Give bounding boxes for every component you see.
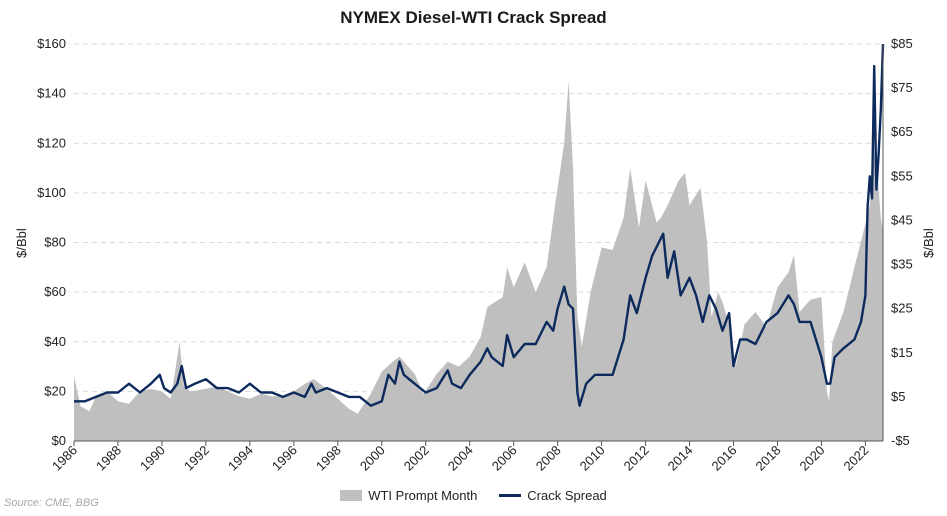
y-right-tick-label: $25 [891,301,913,316]
x-tick-label: 1998 [313,443,344,474]
y-left-tick-label: $80 [44,235,66,250]
y-right-tick-label: $55 [891,168,913,183]
x-tick-label: 2016 [709,443,740,474]
x-tick-label: 2004 [445,443,476,474]
y-left-tick-label: $60 [44,284,66,299]
x-tick-label: 2018 [753,443,784,474]
legend-label-crack: Crack Spread [527,488,607,503]
x-tick-label: 1992 [181,443,212,474]
y-right-tick-label: $5 [891,389,905,404]
x-tick-label: 1996 [269,443,300,474]
legend-swatch-line [499,494,522,497]
x-tick-label: 1994 [225,443,256,474]
y-right-axis-label: $/Bbl [921,228,936,258]
y-left-tick-label: $0 [52,433,66,448]
x-tick-label: 1988 [93,443,124,474]
y-left-tick-label: $20 [44,383,66,398]
legend-item-wti: WTI Prompt Month [340,488,477,503]
y-left-tick-label: $140 [37,86,66,101]
y-right-tick-label: $35 [891,257,913,272]
series-area-wti [74,81,883,441]
x-tick-label: 2020 [797,443,828,474]
x-tick-label: 1990 [137,443,168,474]
source-note: Source: CME, BBG [4,497,99,509]
y-right-tick-label: $65 [891,124,913,139]
y-left-axis-label: $/Bbl [14,228,29,258]
series-line-crack [74,43,885,407]
chart-title: NYMEX Diesel-WTI Crack Spread [340,8,607,27]
legend-swatch-area [340,490,363,501]
y-right-tick-label: $45 [891,212,913,227]
x-tick-label: 2014 [665,443,696,474]
chart-legend: WTI Prompt Month Crack Spread [0,488,947,503]
x-tick-label: 2006 [489,443,520,474]
legend-item-crack: Crack Spread [499,488,607,503]
x-tick-label: 2000 [357,443,388,474]
y-right-tick-label: $75 [891,80,913,95]
x-tick-label: 2010 [577,443,608,474]
y-right-tick-label: $85 [891,36,913,51]
x-tick-label: 2012 [621,443,652,474]
y-left-tick-label: $160 [37,36,66,51]
y-right-tick-label: -$5 [891,433,910,448]
x-tick-label: 2002 [401,443,432,474]
y-right-tick-label: $15 [891,345,913,360]
y-left-tick-label: $120 [37,135,66,150]
y-left-tick-label: $100 [37,185,66,200]
legend-label-wti: WTI Prompt Month [368,488,478,503]
y-left-tick-label: $40 [44,334,66,349]
x-tick-label: 2022 [840,443,871,474]
x-tick-label: 2008 [533,443,564,474]
